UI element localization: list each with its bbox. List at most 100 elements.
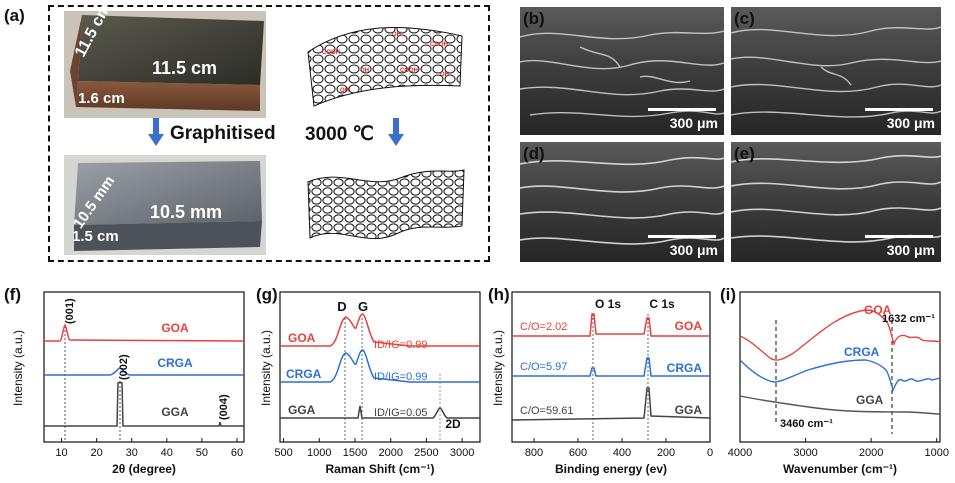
sem-b-label: (b) — [523, 9, 545, 28]
sem-d-scale: 300 μm — [669, 242, 718, 258]
x-tick-label: 3000 — [450, 447, 474, 459]
top-block-thickness: 1.6 cm — [78, 90, 125, 107]
panel-g-label: (g) — [256, 285, 278, 304]
y-axis-label: Intensity (a.u.) — [11, 330, 25, 406]
x-tick-label: 40 — [161, 447, 173, 459]
top-block-length: 11.5 cm — [152, 58, 218, 78]
scale-bar — [865, 235, 933, 238]
chart-i-ftir: (i) 4000 3000 2000 1000 Wavenumber (cm⁻¹) G… — [720, 285, 949, 476]
svg-text:COOH: COOH — [430, 42, 448, 48]
legend-goa: GOA — [675, 319, 703, 333]
ratio-gga: C/O=59.61 — [520, 405, 574, 417]
svg-text:COOH: COOH — [400, 68, 418, 74]
x-tick-label: 50 — [196, 447, 208, 459]
legend-crga: CRGA — [286, 367, 322, 381]
chart-h-xps: (h) 800 600 400 200 0 Intensity (a.u.) Bindi… — [488, 285, 713, 476]
raman-g-label: G — [358, 299, 368, 314]
series-crga-line — [739, 359, 941, 392]
x-tick-label: 2000 — [378, 447, 402, 459]
bottom-block-thickness: 1.5 cm — [72, 228, 119, 245]
bottom-block-photo — [64, 155, 266, 255]
temperature-text: 3000 ℃ — [305, 124, 374, 145]
panel-a — [48, 5, 490, 262]
sem-e-scale: 300 μm — [886, 242, 935, 258]
series-goa-line — [512, 313, 710, 337]
scale-bar — [648, 108, 716, 111]
x-tick-label: 20 — [91, 447, 103, 459]
ratio-goa: ID/IG=0.99 — [374, 339, 428, 351]
x-axis-ticks: 800 600 400 200 0 — [525, 438, 713, 459]
x-tick-label: 3000 — [793, 447, 817, 459]
peak-004-label: (004) — [218, 394, 230, 420]
svg-text:OH: OH — [340, 88, 349, 94]
chart-f-xrd: (f) 10 20 30 40 50 60 Intensity (a.u.) 2θ (de… — [4, 285, 245, 476]
legend-gga: GGA — [288, 403, 316, 417]
ratio-goa: C/O=2.02 — [520, 321, 567, 333]
x-tick-label: 2500 — [414, 447, 438, 459]
x-tick-label: 30 — [126, 447, 138, 459]
legend-gga: GGA — [856, 393, 884, 407]
panel-f-label: (f) — [4, 285, 21, 304]
series-goa-line — [44, 323, 245, 342]
arrow-down-icon — [388, 118, 404, 153]
peak-1632-label: 1632 cm⁻¹ — [882, 313, 935, 325]
legend-crga: CRGA — [157, 356, 193, 370]
x-axis-ticks: 500 1000 1500 2000 2500 3000 — [274, 438, 474, 459]
ratio-gga: ID/IG=0.05 — [374, 407, 428, 419]
svg-text:OH: OH — [360, 68, 369, 74]
sem-e-label: (e) — [734, 144, 755, 163]
series-gga-line — [739, 395, 941, 415]
x-tick-label: 200 — [657, 447, 675, 459]
x-axis-label: Binding energy (ev) — [555, 462, 667, 476]
panel-i-label: (i) — [720, 285, 736, 304]
panel-a-label: (a) — [4, 6, 25, 25]
sem-b-scale: 300 μm — [669, 115, 718, 131]
peak-001-label: (001) — [64, 298, 76, 324]
x-tick-label: 0 — [707, 447, 713, 459]
series-gga-line — [511, 387, 711, 421]
sem-image-b: (b) 300 μm — [520, 7, 724, 135]
x-tick-label: 2000 — [859, 447, 883, 459]
x-tick-label: 500 — [274, 447, 292, 459]
x-tick-label: 60 — [231, 447, 243, 459]
ratio-crga: ID/IG=0.99 — [374, 371, 428, 383]
series-goa-line — [280, 313, 480, 347]
sem-c-scale: 300 μm — [886, 115, 935, 131]
graphitised-schematic — [300, 160, 470, 255]
legend-gga: GGA — [161, 405, 189, 419]
series-gga-line — [280, 405, 480, 419]
x-tick-label: 1000 — [924, 447, 948, 459]
raman-2d-label: 2D — [445, 417, 461, 431]
legend-gga: GGA — [675, 403, 703, 417]
legend-goa: GOA — [288, 331, 316, 345]
x-axis-label: Wavenumber (cm⁻¹) — [783, 462, 897, 476]
legend-crga: CRGA — [667, 361, 703, 375]
process-text: Graphitised — [170, 123, 276, 144]
legend-goa: GOA — [864, 303, 892, 317]
scale-bar — [648, 235, 716, 238]
chart-g-raman: (g) 500 1000 1500 2000 2500 3000 Intensity (a… — [256, 285, 481, 476]
arrow-down-icon — [148, 118, 164, 153]
series-crga-line — [280, 349, 480, 383]
sem-d-label: (d) — [523, 144, 545, 163]
scale-bar — [865, 108, 933, 111]
c1s-label: C 1s — [649, 297, 675, 311]
x-axis-ticks: 10 20 30 40 50 60 — [55, 438, 243, 459]
panel-h-label: (h) — [488, 285, 510, 304]
svg-text:OH: OH — [440, 72, 449, 78]
legend-goa: GOA — [161, 321, 189, 335]
peak-3460-label: 3460 cm⁻¹ — [780, 418, 833, 430]
svg-text:COOH: COOH — [322, 50, 340, 56]
sem-image-c: (c) 300 μm — [731, 7, 941, 135]
y-axis-label: Intensity (a.u.) — [491, 330, 505, 406]
x-axis-ticks: 4000 3000 2000 1000 — [728, 438, 949, 459]
series-crga-line — [512, 357, 710, 377]
bottom-block-length: 10.5 mm — [150, 202, 223, 222]
x-tick-label: 400 — [613, 447, 631, 459]
y-axis-label: Intensity (a.u.) — [259, 330, 273, 406]
o1s-label: O 1s — [595, 297, 621, 311]
sem-image-e: (e) 300 μm — [731, 142, 941, 262]
series-gga-line — [44, 381, 244, 427]
sem-image-d: (d) 300 μm — [520, 142, 724, 262]
x-axis-label: 2θ (degree) — [112, 462, 176, 476]
